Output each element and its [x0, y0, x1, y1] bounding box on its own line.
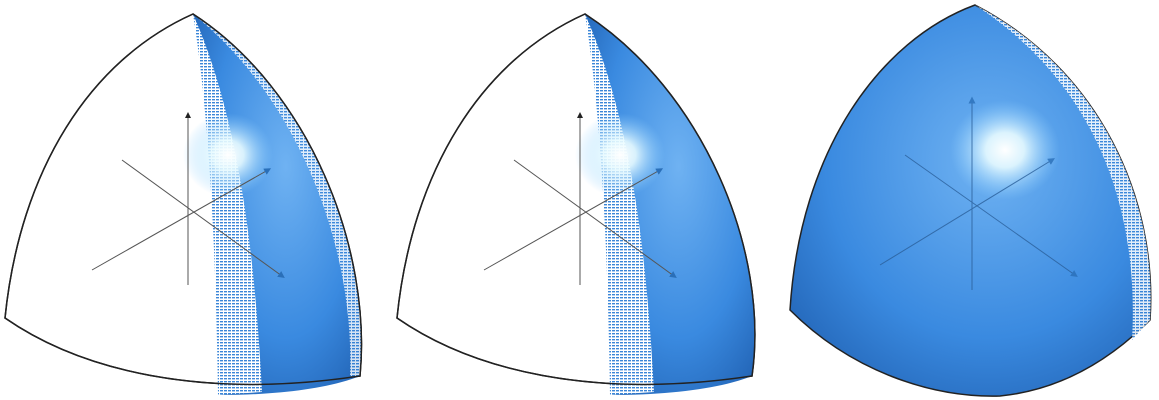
shape-panel-2 — [396, 13, 756, 395]
shape-panel-3 — [789, 4, 1152, 397]
shape-panel-1 — [4, 13, 363, 395]
